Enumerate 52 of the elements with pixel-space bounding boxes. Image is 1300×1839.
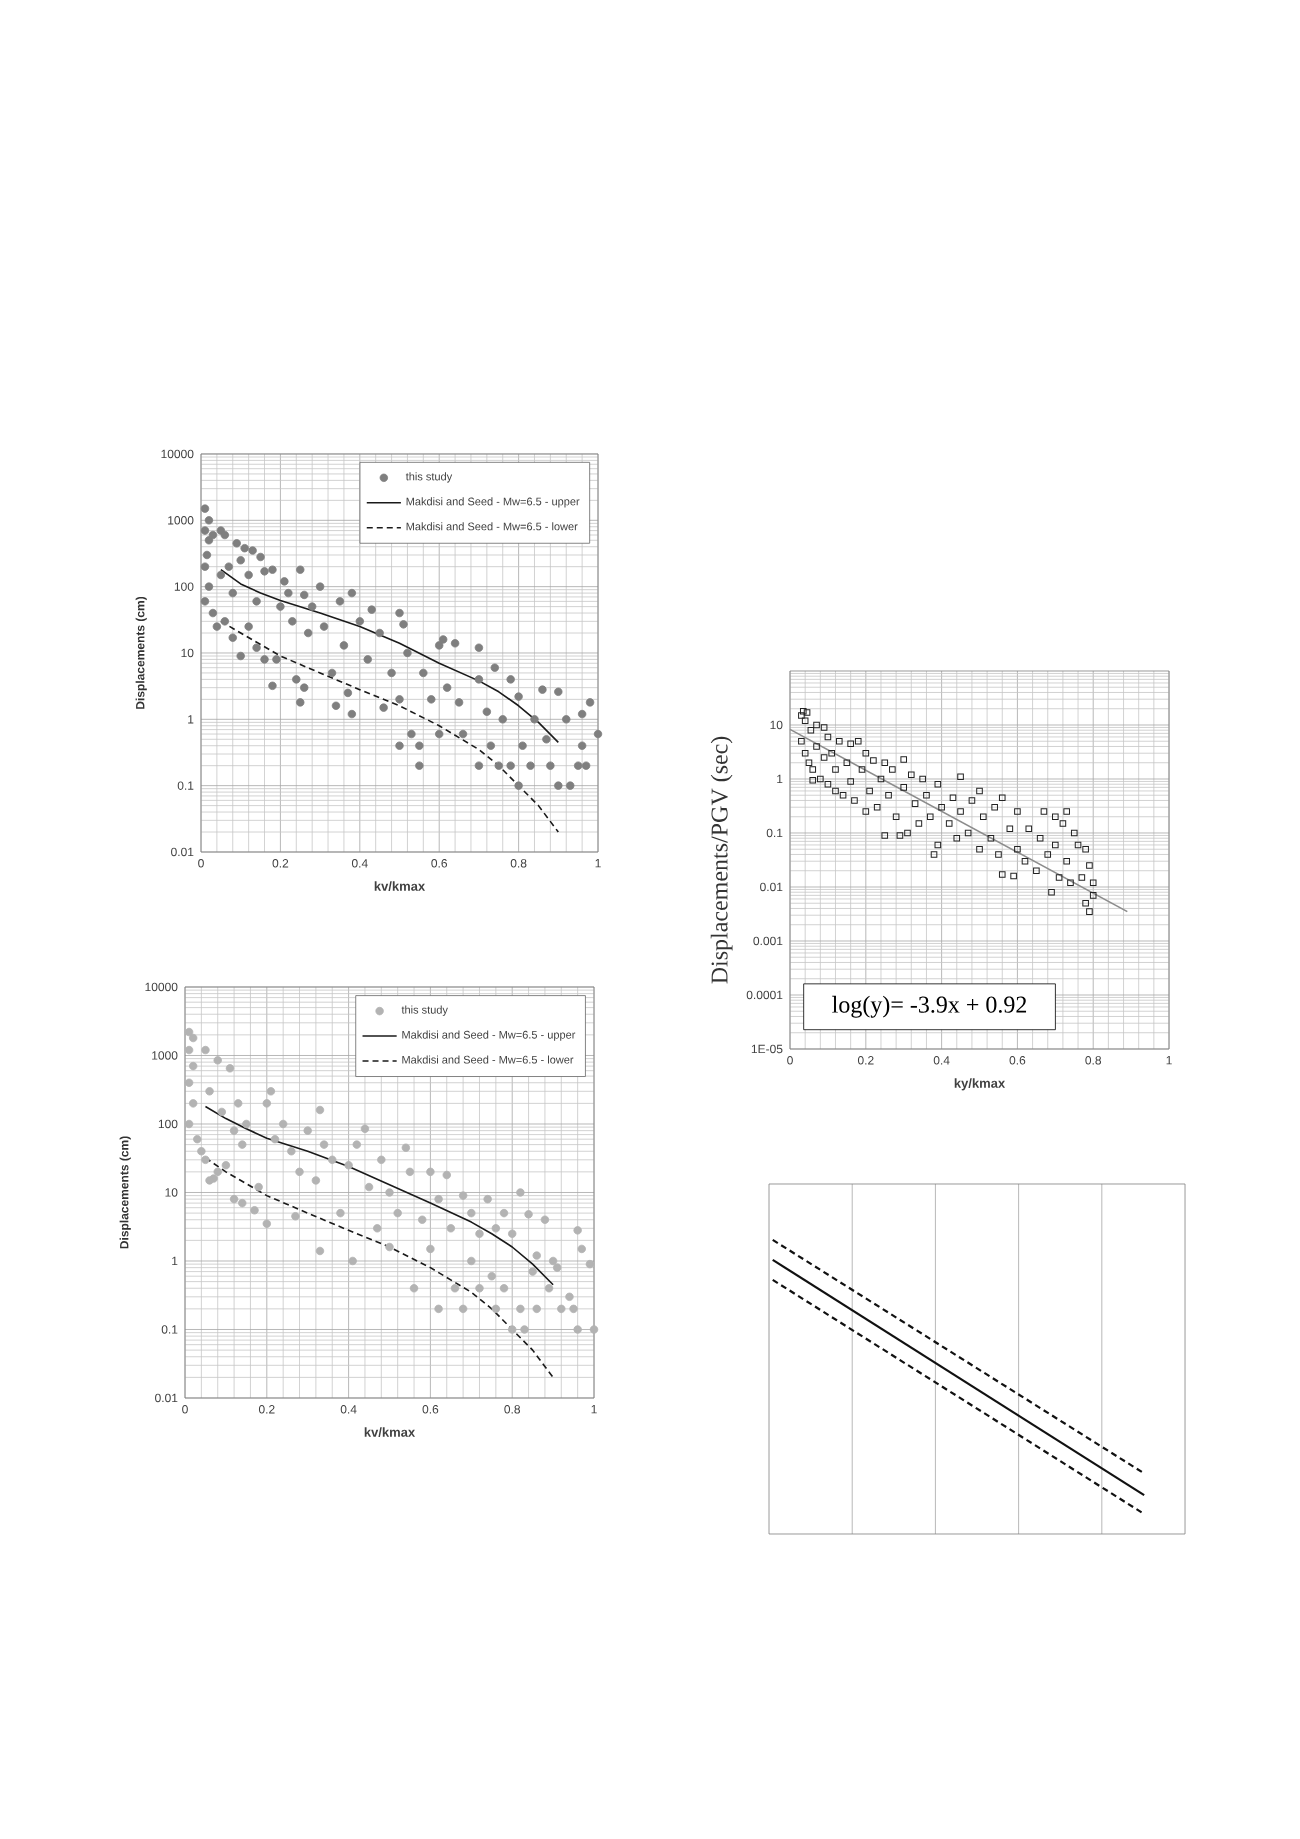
y-tick-label: 100 xyxy=(158,1119,178,1129)
y-tick-label: 0.001 xyxy=(753,936,783,946)
x-tick-label: 0.2 xyxy=(272,859,289,868)
y-tick-label: 1 xyxy=(777,774,783,784)
legend-label: Makdisi and Seed - Mw=6.5 - upper xyxy=(406,497,580,508)
x-tick-label: 0.6 xyxy=(1009,1056,1026,1065)
x-tick-label: 0.6 xyxy=(431,859,448,868)
y-axis-title: Displacements (cm) xyxy=(119,1136,131,1249)
y-tick-label: 1 xyxy=(188,715,194,724)
x-tick-label: 0.8 xyxy=(504,1405,521,1414)
y-tick-label: 10000 xyxy=(145,982,178,992)
y-tick-label: 1 xyxy=(172,1256,178,1266)
y-tick-label: 0.1 xyxy=(177,781,194,790)
x-tick-label: 0.8 xyxy=(510,859,527,868)
x-axis-title: kv/kmax xyxy=(364,1427,416,1437)
x-tick-label: 0 xyxy=(198,859,204,868)
x-tick-label: 1 xyxy=(591,1405,597,1414)
y-tick-label: 0.01 xyxy=(760,882,783,892)
x-tick-label: 0.4 xyxy=(933,1056,950,1065)
legend-label: this study xyxy=(405,472,453,483)
y-tick-label: 10 xyxy=(181,648,194,658)
y-tick-label: 0.0001 xyxy=(746,990,783,1000)
legend-label: Makdisi and Seed - Mw=6.5 - upper xyxy=(402,1030,576,1041)
x-axis-title: kv/kmax xyxy=(374,881,426,891)
y-tick-label: 10 xyxy=(770,720,783,730)
legend-label: Makdisi and Seed - Mw=6.5 - lower xyxy=(406,522,578,531)
y-tick-label: 1000 xyxy=(152,1051,178,1060)
x-tick-label: 1 xyxy=(1166,1056,1172,1065)
x-tick-label: 1 xyxy=(595,859,601,868)
y-tick-label: 1000 xyxy=(168,516,194,525)
x-axis-title: ky/kmax xyxy=(954,1078,1006,1091)
x-tick-label: 0.2 xyxy=(258,1405,275,1414)
legend-label: this study xyxy=(401,1005,448,1016)
y-tick-label: 100 xyxy=(174,582,194,591)
x-tick-label: 0.8 xyxy=(1085,1056,1102,1065)
y-tick-label: 0.01 xyxy=(155,1393,178,1403)
x-tick-label: 0 xyxy=(787,1056,793,1065)
y-axis-title: Displacements (cm) xyxy=(135,596,147,709)
y-axis-title: Displacements/PGV (sec) xyxy=(710,736,733,984)
x-tick-label: 0 xyxy=(182,1405,188,1414)
y-tick-label: 0.1 xyxy=(766,828,783,838)
y-tick-label: 0.01 xyxy=(171,847,194,857)
y-tick-label: 0.1 xyxy=(161,1325,178,1334)
x-tick-label: 0.2 xyxy=(857,1056,874,1065)
x-tick-label: 0.4 xyxy=(340,1405,357,1414)
x-tick-label: 0.6 xyxy=(422,1405,439,1414)
legend-label: Makdisi and Seed - Mw=6.5 - lower xyxy=(402,1055,574,1064)
y-tick-label: 1E-05 xyxy=(751,1044,783,1054)
annotation: log(y)= -3.9x + 0.92 xyxy=(832,995,1027,1018)
x-tick-label: 0.4 xyxy=(351,859,368,868)
y-tick-label: 10 xyxy=(165,1188,178,1197)
y-tick-label: 10000 xyxy=(161,449,194,459)
